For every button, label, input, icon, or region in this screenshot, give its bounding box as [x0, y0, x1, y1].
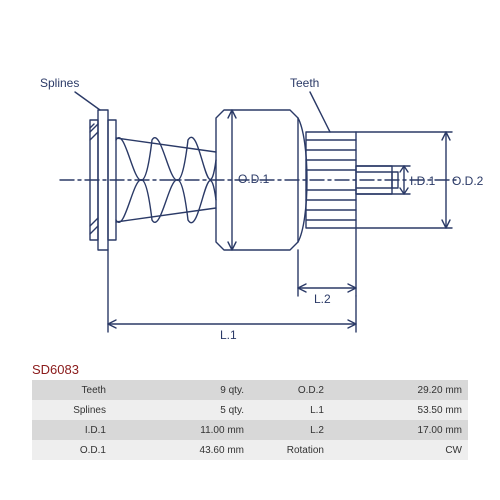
spec-key: L.1	[250, 400, 330, 420]
table-row: Teeth 9 qty. O.D.2 29.20 mm	[32, 380, 468, 400]
label-id1: I.D.1	[410, 174, 435, 188]
technical-diagram: Splines Teeth O.D.1 O.D.2 I.D.1 L.2 L.1	[0, 0, 500, 360]
label-splines: Splines	[40, 76, 79, 90]
spec-val: 29.20 mm	[330, 380, 468, 400]
label-teeth: Teeth	[290, 76, 319, 90]
spec-key: L.2	[250, 420, 330, 440]
label-l1: L.1	[220, 328, 237, 342]
label-l2: L.2	[314, 292, 331, 306]
spec-table: Teeth 9 qty. O.D.2 29.20 mm Splines 5 qt…	[32, 380, 468, 460]
spec-key: Rotation	[250, 440, 330, 460]
spec-val: 11.00 mm	[112, 420, 250, 440]
spec-key: Teeth	[32, 380, 112, 400]
table-row: Splines 5 qty. L.1 53.50 mm	[32, 400, 468, 420]
spec-val: 43.60 mm	[112, 440, 250, 460]
spec-key: Splines	[32, 400, 112, 420]
label-od2: O.D.2	[452, 174, 483, 188]
table-row: O.D.1 43.60 mm Rotation CW	[32, 440, 468, 460]
part-code: SD6083	[32, 362, 79, 377]
spec-val: 9 qty.	[112, 380, 250, 400]
label-od1: O.D.1	[238, 172, 269, 186]
spec-val: 5 qty.	[112, 400, 250, 420]
spec-val: CW	[330, 440, 468, 460]
spec-val: 17.00 mm	[330, 420, 468, 440]
spec-val: 53.50 mm	[330, 400, 468, 420]
spec-key: O.D.1	[32, 440, 112, 460]
table-row: I.D.1 11.00 mm L.2 17.00 mm	[32, 420, 468, 440]
spec-key: O.D.2	[250, 380, 330, 400]
spec-key: I.D.1	[32, 420, 112, 440]
